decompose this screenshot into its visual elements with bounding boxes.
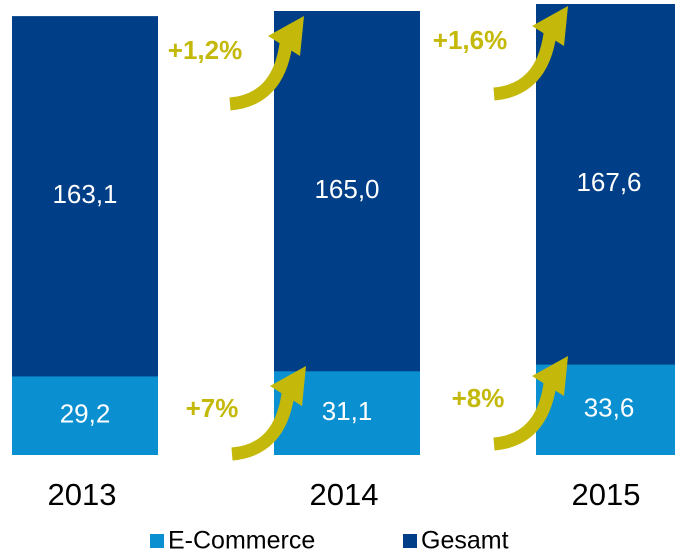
value-label: 29,2 <box>60 399 111 429</box>
value-label: 31,1 <box>322 396 373 426</box>
x-tick-label: 2014 <box>310 477 379 512</box>
annotation: +8% <box>452 383 505 413</box>
value-label: 163,1 <box>52 179 117 209</box>
annotation: +1,2% <box>168 35 242 65</box>
legend-swatch <box>403 534 417 548</box>
annotation: +7% <box>186 393 239 423</box>
legend-label: Gesamt <box>421 527 509 555</box>
annotation: +1,6% <box>433 25 507 55</box>
bar <box>12 376 158 455</box>
value-label: 165,0 <box>314 174 379 204</box>
x-tick-label: 2015 <box>572 477 641 512</box>
bars <box>12 4 675 455</box>
legend-label: E-Commerce <box>168 527 315 555</box>
x-tick-label: 2013 <box>48 477 117 512</box>
value-label: 167,6 <box>576 167 641 197</box>
legend-swatch <box>150 534 164 548</box>
value-label: 33,6 <box>584 393 635 423</box>
